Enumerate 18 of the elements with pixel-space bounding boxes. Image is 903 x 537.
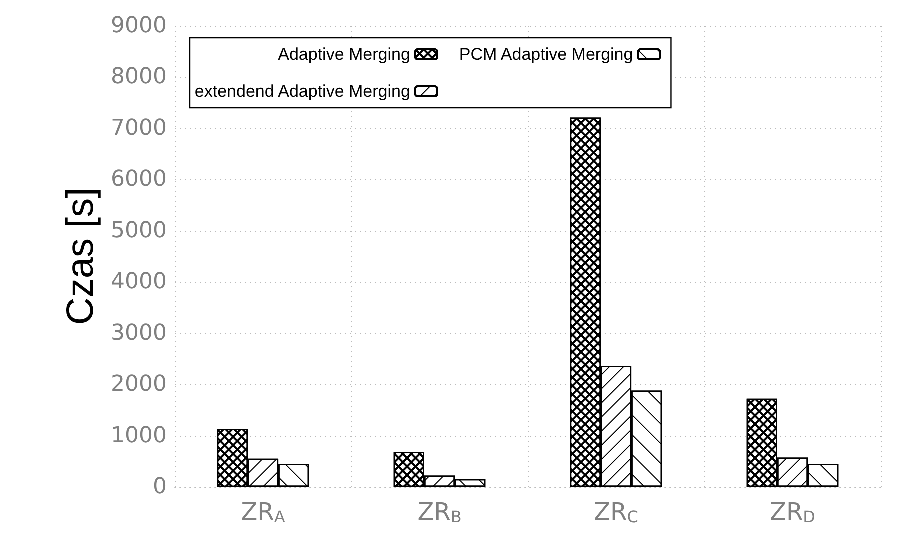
legend-label: extendend Adaptive Merging [194,82,410,101]
y-tick-label: 7000 [111,116,167,141]
y-tick-label: 1000 [111,423,167,448]
x-tick-label: ZRD [770,498,816,526]
legend-label: PCM Adaptive Merging [459,45,634,64]
x-tick-label: ZRC [594,498,638,526]
y-tick-label: 0 [153,474,167,500]
legend-label: Adaptive Merging [278,45,410,64]
x-tick-label: ZRA [241,498,286,526]
x-tick-label: ZRB [418,498,462,526]
y-tick-label: 6000 [111,167,167,192]
y-tick-label: 3000 [111,320,167,346]
y-tick-label: 9000 [111,14,167,38]
y-tick-label: 2000 [111,372,167,398]
y-tick-label: 5000 [111,218,167,244]
y-tick-label: 4000 [111,270,167,295]
y-axis-title: Czas [s] [60,188,102,326]
y-tick-label: 8000 [111,64,167,90]
